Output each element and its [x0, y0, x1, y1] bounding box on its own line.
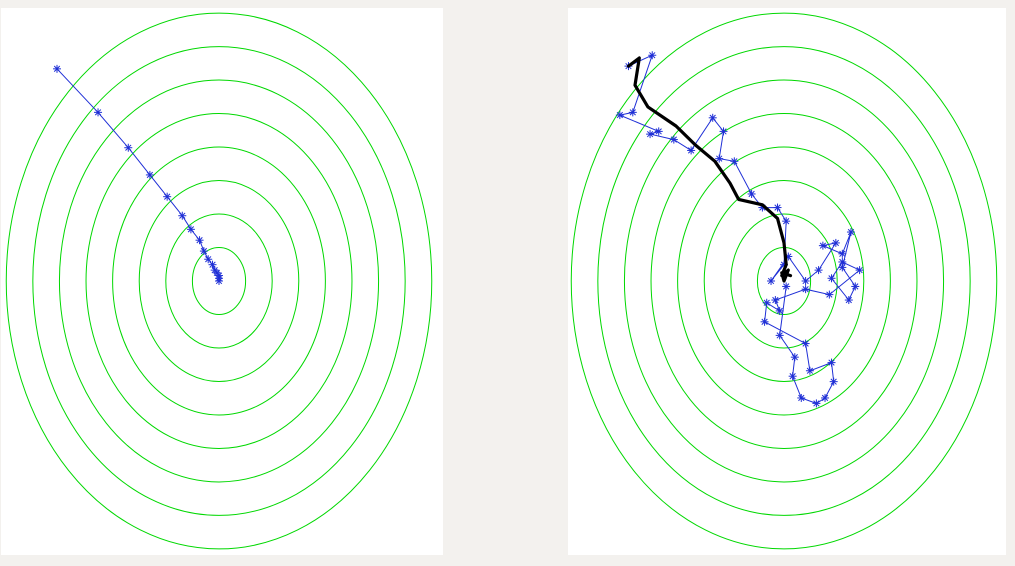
sgd-averaged-path-line [626, 56, 793, 283]
batch-iterate-marker [145, 170, 154, 179]
sgd-iterate-marker [801, 285, 810, 294]
sgd-iterate-marker [687, 146, 696, 155]
sgd-contour-4 [677, 146, 891, 416]
batch-contour-2 [165, 213, 273, 349]
sgd-iterate-marker [855, 266, 864, 275]
batch-gd-panel [1, 8, 443, 555]
sgd-iterate-marker [747, 189, 756, 198]
sgd-iterate-marker [812, 399, 821, 408]
sgd-iterate-marker [669, 135, 678, 144]
sgd-iterate-marker [831, 238, 840, 247]
sgd-iterate-marker [715, 154, 724, 163]
sgd-contour-8 [570, 12, 998, 550]
batch-iterate-marker [186, 225, 195, 234]
sgd-iterate-marker [654, 127, 663, 136]
sgd-iterate-marker [646, 130, 655, 139]
sgd-iterate-marker [719, 127, 728, 136]
sgd-iterate-marker [771, 296, 780, 305]
sgd-iterate-marker [782, 282, 791, 291]
sgd-contour-2 [730, 213, 838, 349]
batch-iterate-marker [53, 64, 61, 73]
sgd-iterate-marker [775, 331, 784, 340]
sgd-iterate-marker [773, 203, 782, 212]
sgd-iterate-marker [648, 51, 657, 60]
batch-iterate-marker [94, 108, 103, 117]
sgd-iterate-marker [775, 306, 784, 315]
batch-iterate-marker [199, 247, 208, 256]
sgd-iterate-marker [801, 277, 810, 285]
sgd-iterate-marker [767, 277, 776, 285]
sgd-iterate-path-line [618, 54, 861, 404]
sgd-iterate-marker [708, 113, 717, 122]
sgd-iterate-marker [760, 317, 769, 326]
sgd-iterate-marker [790, 353, 799, 362]
batch-gd-contour-plot [5, 12, 433, 550]
sgd-iterate-marker [762, 298, 771, 307]
sgd-contour-plot [570, 12, 998, 550]
batch-contour-7 [32, 46, 406, 516]
batch-iterate-marker [163, 192, 172, 201]
sgd-iterate-marker [818, 241, 827, 250]
batch-contour-3 [138, 180, 300, 382]
sgd-iterate-marker [782, 217, 791, 226]
sgd-contour-5 [650, 113, 918, 449]
sgd-iterate-marker [801, 339, 810, 348]
sgd-iterate-marker [827, 274, 836, 283]
sgd-iterate-marker [827, 358, 836, 367]
batch-iterate-path-line [56, 68, 220, 281]
batch-iterate-marker [124, 143, 133, 152]
sgd-iterate-marker [829, 377, 838, 386]
sgd-contour-3 [703, 180, 865, 382]
sgd-contour-7 [597, 46, 971, 516]
batch-contour-6 [58, 79, 380, 483]
sgd-iterate-marker [615, 111, 624, 120]
batch-contour-8 [5, 12, 433, 550]
batch-iterate-marker [195, 236, 204, 245]
sgd-iterate-marker [851, 282, 860, 291]
batch-contour-5 [85, 113, 353, 449]
sgd-iterate-marker [838, 249, 847, 258]
batch-contour-4 [112, 146, 326, 416]
sgd-iterate-marker [814, 266, 823, 275]
sgd-contour-6 [623, 79, 945, 483]
sgd-iterate-marker [838, 257, 847, 266]
sgd-iterate-marker [730, 157, 739, 166]
batch-iterate-marker [178, 211, 187, 220]
batch-iterate-marker [204, 255, 213, 264]
sgd-iterate-marker [788, 372, 797, 381]
sgd-panel [568, 8, 1006, 555]
sgd-iterate-marker [628, 108, 637, 117]
batch-iterate-marker [215, 277, 223, 285]
sgd-iterate-marker [797, 393, 806, 402]
sgd-iterate-marker [825, 290, 834, 299]
sgd-iterate-marker [844, 296, 853, 305]
sgd-iterate-marker [821, 393, 830, 402]
batch-contour-1 [191, 247, 247, 315]
sgd-iterate-marker [846, 228, 855, 237]
sgd-iterate-marker [805, 366, 814, 375]
